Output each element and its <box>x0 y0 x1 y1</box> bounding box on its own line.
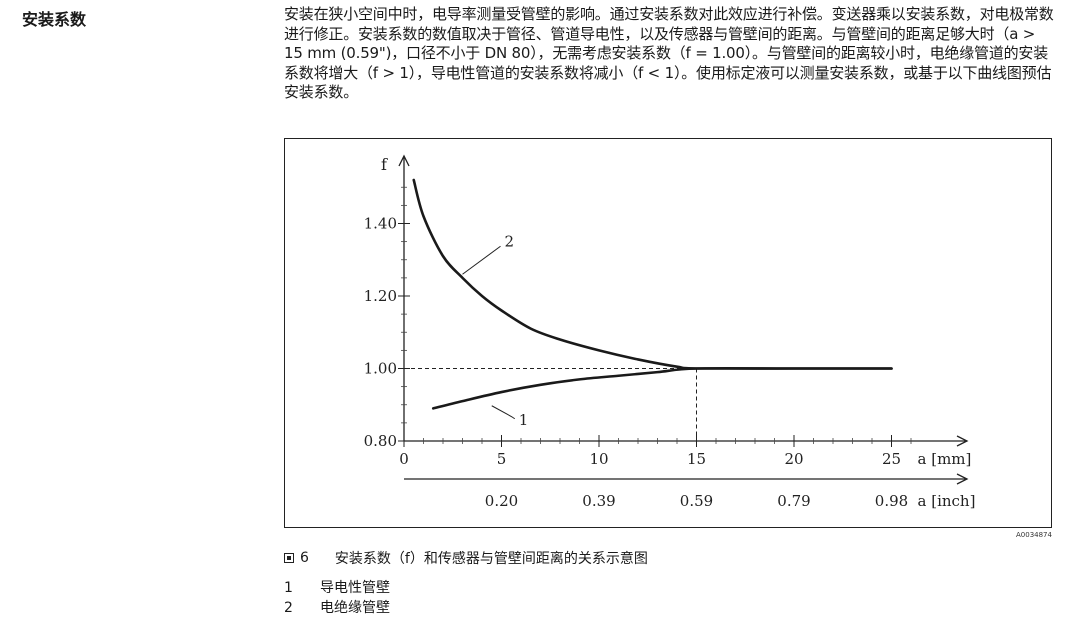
figure-code: A0034874 <box>1016 531 1052 539</box>
x2-tick-label: 0.59 <box>680 492 713 510</box>
x-axis-arrow <box>956 435 969 447</box>
x-tick-label: 5 <box>497 450 507 468</box>
legend-number: 2 <box>284 600 293 616</box>
y-tick-label: 1.00 <box>364 360 397 378</box>
x2-axis-label: a [inch] <box>918 492 976 510</box>
x-tick-label: 0 <box>399 450 409 468</box>
x-tick-label: 15 <box>687 450 706 468</box>
description-paragraph: 安装在狭小空间中时，电导率测量受管壁的影响。通过安装系数对此效应进行补偿。变送器… <box>284 5 1054 103</box>
series-2-label: 2 <box>505 232 515 250</box>
x2-tick-label: 0.98 <box>875 492 908 510</box>
legend-label: 电绝缘管壁 <box>320 600 390 616</box>
figure-frame: f 0.80 1.00 1.20 1.40 0 5 10 15 20 25 a [mm] 0.20 0.3… <box>284 138 1052 528</box>
x2-tick-label: 0.79 <box>777 492 810 510</box>
x2-axis-arrow <box>956 473 969 485</box>
series-1-label: 1 <box>519 411 529 429</box>
figure-legend: 1 导电性管壁 2 电绝缘管壁 <box>284 578 390 618</box>
legend-number: 1 <box>284 580 293 596</box>
figure-number: 6 <box>300 550 309 566</box>
x2-tick-label: 0.20 <box>485 492 518 510</box>
y-tick-label: 1.20 <box>364 287 397 305</box>
series-2-leader <box>462 245 501 275</box>
y-tick-label: 1.40 <box>364 215 397 233</box>
paragraph-text: 安装在狭小空间中时，电导率测量受管壁的影响。通过安装系数对此效应进行补偿。变送器… <box>284 5 1054 101</box>
figure-caption: 6 安装系数（f）和传感器与管壁间距离的关系示意图 <box>284 548 648 568</box>
x2-tick-label: 0.39 <box>582 492 615 510</box>
x-tick-label: 10 <box>589 450 608 468</box>
x-tick-label: 25 <box>882 450 901 468</box>
x-axis-label: a [mm] <box>918 450 972 468</box>
y-tick-label: 0.80 <box>364 432 397 450</box>
figure-icon <box>284 553 294 563</box>
series-1-curve <box>431 366 893 410</box>
legend-item: 1 导电性管壁 <box>284 578 390 598</box>
section-title: 安装系数 <box>22 10 87 29</box>
series-2-curve <box>412 178 893 370</box>
x-tick-label: 20 <box>784 450 803 468</box>
installation-factor-chart: f 0.80 1.00 1.20 1.40 0 5 10 15 20 25 a [mm] 0.20 0.3… <box>364 154 976 510</box>
figure-caption-text: 安装系数（f）和传感器与管壁间距离的关系示意图 <box>334 551 648 567</box>
legend-item: 2 电绝缘管壁 <box>284 598 390 618</box>
y-axis-arrow <box>398 154 410 167</box>
legend-label: 导电性管壁 <box>320 580 390 596</box>
y-axis-label: f <box>381 155 388 174</box>
series-1-leader <box>491 405 516 420</box>
